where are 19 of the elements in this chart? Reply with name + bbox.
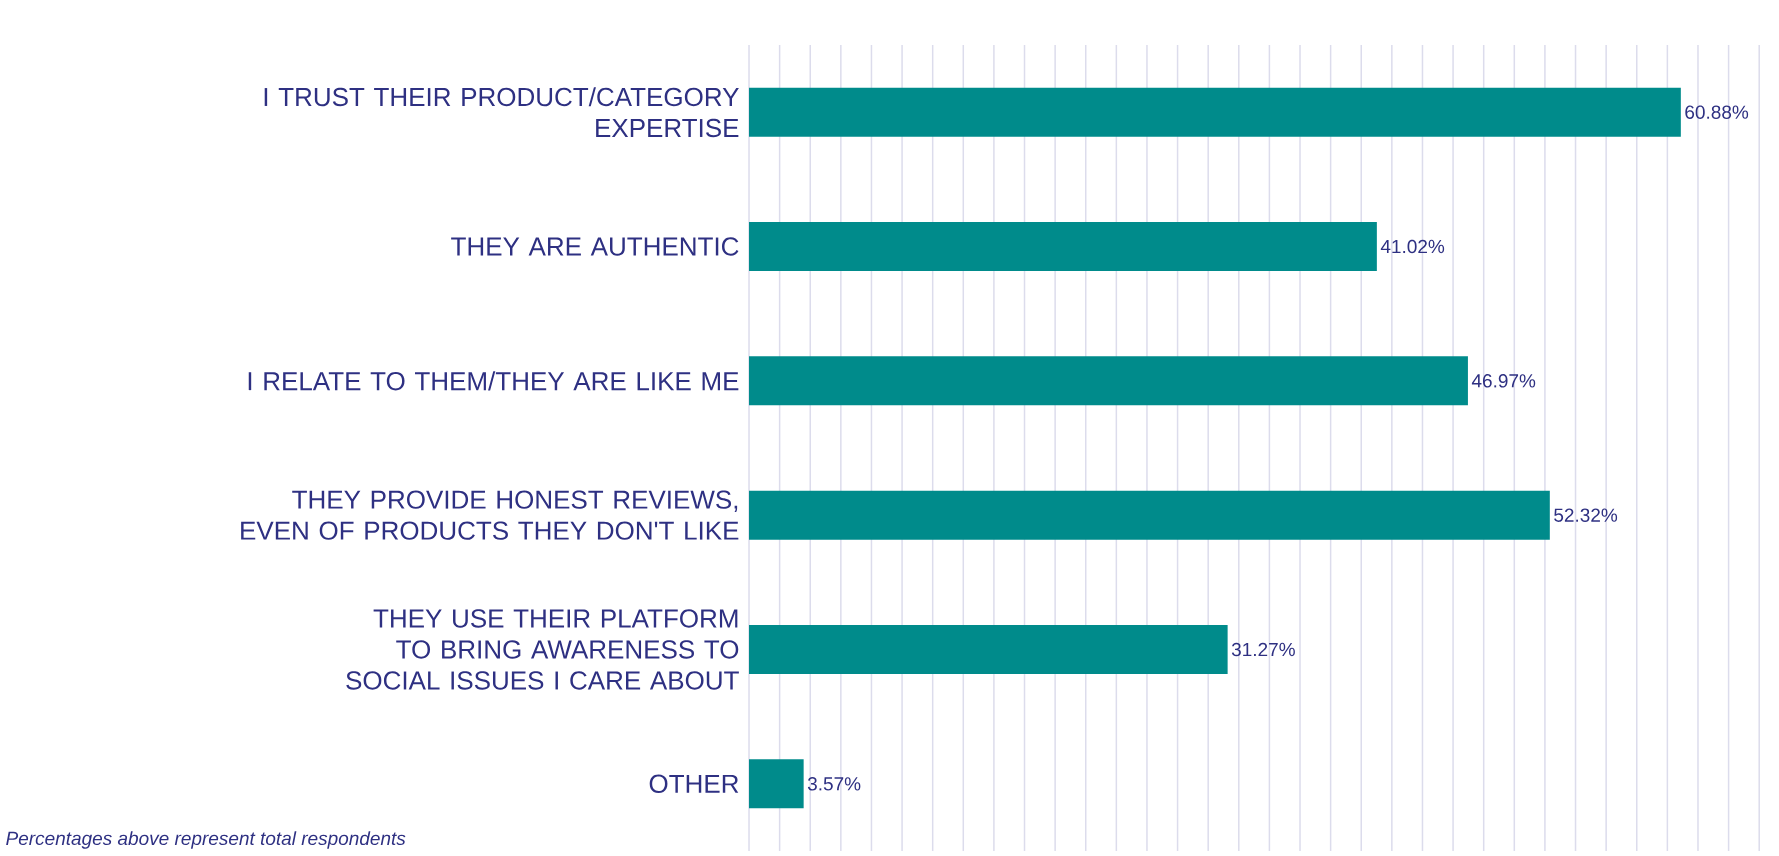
data-label: 46.97% [1471,374,1536,388]
bar [749,625,1228,674]
data-label: 60.88% [1685,105,1749,119]
y-tick-label: THEY ARE AUTHENTIC [451,237,739,256]
bar [749,222,1377,271]
data-label: 41.02% [1380,239,1445,254]
bar [749,490,1550,540]
data-label: 52.32% [1554,508,1618,522]
y-tick-label: I RELATE TO THEM/THEY ARE LIKE ME [248,371,739,391]
bar [749,356,1468,406]
bar [749,759,804,809]
y-tick-label: I TRUST THEIR PRODUCT/CATEGORY EXPERTISE [264,87,739,138]
bar [749,87,1681,137]
data-label: 3.57% [807,777,861,791]
y-tick-label: THEY PROVIDE HONEST REVIEWS, EVEN OF PRODUCTS THEY DON'T LIKE [241,490,739,540]
data-label: 31.27% [1231,642,1295,657]
y-tick-label: THEY USE THEIR PLATFORM TO BRING AWARENESS TO SOCIAL ISSUES I CARE ABOUT [346,609,739,690]
y-tick-label: OTHER [649,774,739,794]
text: Percentages above represent total respondents [6,831,406,849]
